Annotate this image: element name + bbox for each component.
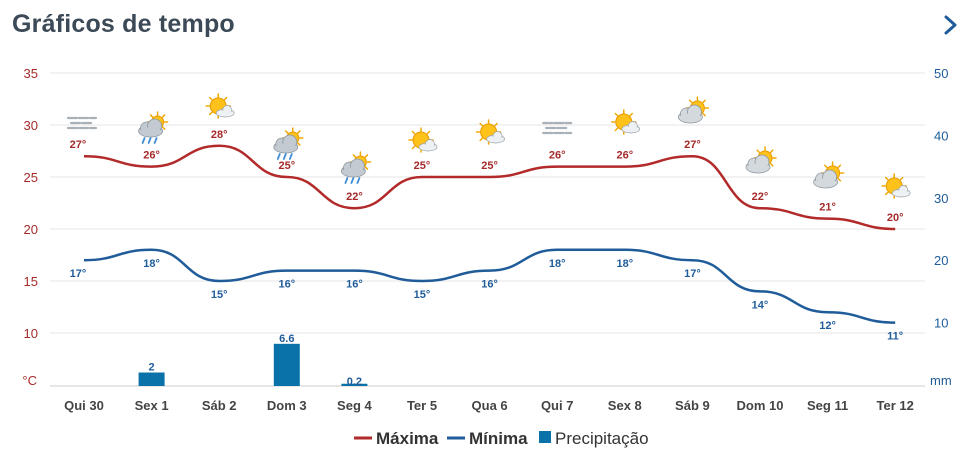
- min-temperature-label: 11°: [887, 331, 903, 343]
- min-temperature-label: 14°: [752, 299, 769, 311]
- y-right-unit: mm: [930, 373, 952, 388]
- x-axis-label: Dom 3: [267, 398, 307, 413]
- y-left-tick-label: 10: [24, 326, 38, 341]
- y-left-tick-label: 25: [24, 170, 38, 185]
- legend-precip-label: Precipitação: [555, 429, 649, 448]
- x-axis-label: Dom 10: [737, 398, 784, 413]
- legend-min-label: Mínima: [469, 429, 528, 448]
- x-axis-label: Seg 4: [337, 398, 372, 413]
- sun-cloud-icon: [205, 93, 235, 119]
- legend[interactable]: Máxima Mínima Precipitação: [354, 429, 649, 448]
- chevron-right-icon[interactable]: [940, 12, 962, 38]
- precipitation-label: 0.2: [347, 376, 362, 388]
- y-right-tick-label: 50: [934, 66, 948, 81]
- min-temperature-line: [83, 248, 896, 324]
- legend-precip-swatch: [539, 431, 551, 443]
- max-temperature-label: 26°: [143, 150, 160, 162]
- y-right-tick-label: 40: [934, 128, 948, 143]
- min-temperature-label: 18°: [616, 258, 633, 270]
- cloud-sun-icon: [745, 146, 777, 174]
- max-temperature-label: 22°: [346, 191, 363, 203]
- min-temperature-label: 16°: [278, 279, 295, 291]
- min-temperature-label: 17°: [70, 268, 87, 280]
- sun-cloud-icon: [611, 109, 641, 135]
- max-temperature-line: [83, 144, 896, 231]
- x-axis: Qui 30 Sex 1 Sáb 2 Dom 3 Seg 4 Ter 5 Qua 6 Qui …: [64, 398, 914, 413]
- min-temperature-label: 15°: [211, 289, 228, 301]
- min-temperature-label: 18°: [549, 258, 566, 270]
- precipitation-label: 2: [149, 362, 155, 374]
- x-axis-label: Ter 5: [407, 398, 437, 413]
- y-right-tick-label: 30: [934, 191, 948, 206]
- min-temperature-label: 15°: [414, 289, 431, 301]
- y-left-tick-label: 30: [24, 118, 38, 133]
- x-axis-label: Sáb 2: [202, 398, 237, 413]
- max-temperature-label: 28°: [211, 129, 228, 141]
- y-axis-right: 50 40 30 20 10 mm: [930, 66, 952, 388]
- data-labels: 2 6.6 0.2 27° 26° 28° 25° 22° 25° 25° 26° 26° 27° 22°…: [70, 129, 904, 388]
- sun-cloud-icon: [475, 119, 505, 145]
- max-temperature-label: 20°: [887, 212, 904, 224]
- precipitation-bars: [138, 343, 368, 386]
- max-temperature-label: 25°: [481, 160, 498, 172]
- y-axis-left: 35 30 25 20 15 10 °C: [22, 66, 38, 388]
- x-axis-label: Sex 8: [608, 398, 642, 413]
- x-axis-label: Sex 1: [135, 398, 169, 413]
- y-right-tick-label: 10: [934, 316, 948, 331]
- min-temperature-label: 16°: [346, 279, 363, 291]
- min-temperature-label: 16°: [481, 279, 498, 291]
- min-temperature-label: 12°: [819, 320, 836, 332]
- sun-cloud-icon: [408, 127, 438, 153]
- max-temperature-label: 25°: [414, 160, 431, 172]
- fog-icon: [66, 116, 98, 130]
- max-temperature-label: 25°: [278, 160, 295, 172]
- max-temperature-label: 26°: [549, 150, 566, 162]
- chart-header: Gráficos de tempo: [12, 8, 962, 44]
- weather-icons: [66, 93, 911, 199]
- max-temperature-label: 27°: [684, 139, 701, 151]
- min-temperature-label: 17°: [684, 268, 701, 280]
- precipitation-bar: [138, 372, 165, 386]
- max-temperature-label: 27°: [70, 139, 87, 151]
- x-axis-label: Sáb 9: [675, 398, 710, 413]
- y-left-tick-label: 20: [24, 222, 38, 237]
- x-axis-label: Qui 7: [541, 398, 574, 413]
- cloud-sun-icon: [678, 96, 710, 124]
- max-temperature-label: 21°: [819, 202, 836, 214]
- precipitation-label: 6.6: [279, 333, 294, 345]
- y-left-tick-label: 35: [24, 66, 38, 81]
- x-axis-label: Ter 12: [877, 398, 914, 413]
- min-temperature-label: 18°: [143, 258, 160, 270]
- fog-icon: [542, 121, 573, 135]
- x-axis-label: Qua 6: [472, 398, 508, 413]
- page-title: Gráficos de tempo: [12, 10, 235, 38]
- grid-lines: [50, 72, 925, 387]
- rain-icon: [138, 111, 169, 144]
- x-axis-label: Qui 30: [64, 398, 104, 413]
- precipitation-bar: [341, 383, 368, 386]
- y-left-unit: °C: [22, 373, 37, 388]
- max-temperature-label: 26°: [616, 150, 633, 162]
- cloud-sun-icon: [813, 161, 845, 189]
- x-axis-label: Seg 11: [807, 398, 848, 413]
- legend-max-label: Máxima: [376, 429, 439, 448]
- y-right-tick-label: 20: [934, 253, 948, 268]
- precipitation-bar: [273, 343, 300, 386]
- y-left-tick-label: 15: [24, 274, 38, 289]
- max-temperature-label: 22°: [752, 191, 769, 203]
- rain-icon: [340, 151, 372, 184]
- rain-icon: [273, 127, 304, 160]
- temperature-lines: [83, 144, 896, 324]
- sun-cloud-icon: [881, 173, 911, 199]
